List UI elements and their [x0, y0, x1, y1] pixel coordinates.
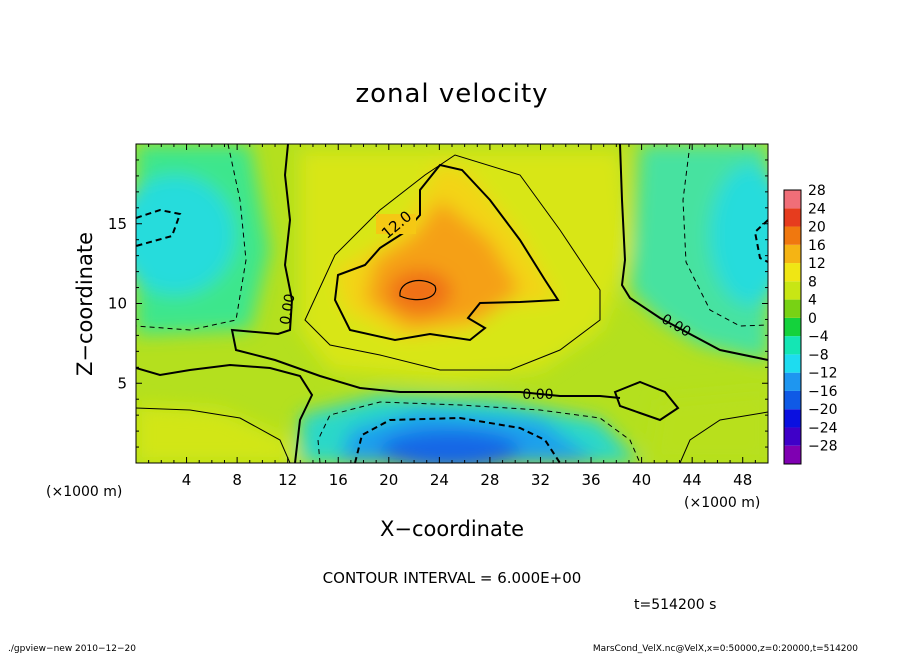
field-region-right-cyan	[710, 165, 768, 305]
y-unit-label: (×1000 m)	[46, 484, 122, 500]
colorbar-swatch	[784, 190, 801, 209]
colorbar-label: 28	[808, 183, 826, 199]
contour-neg12-bottom	[354, 416, 561, 463]
colorbar: −28 −24 −20 −16 −12 −8 −4 0 4 8 12 16 20 24 28	[783, 183, 838, 465]
x-axis-label: X−coordinate	[380, 517, 524, 541]
x-unit-label: (×1000 m)	[684, 495, 760, 511]
colorbar-swatch	[784, 244, 801, 264]
colorbar-swatch	[784, 390, 801, 410]
contour-label-zero-1: 0.00	[277, 293, 298, 326]
x-tick-label: 48	[733, 471, 752, 489]
contour-zero-bottom-left	[136, 363, 314, 463]
colorbar-label: −24	[808, 420, 838, 436]
x-tick-label: 8	[232, 471, 242, 489]
contour-zero-right	[619, 144, 768, 361]
x-tick-label: 16	[329, 471, 348, 489]
colorbar-label: 8	[808, 274, 817, 290]
x-tick-label: 40	[632, 471, 651, 489]
x-tick-label: 4	[182, 471, 192, 489]
plot-area: 12.0 0.00 0.00 0.00	[136, 144, 768, 463]
colorbar-swatch	[784, 372, 801, 391]
y-tick-label: 5	[117, 374, 127, 392]
y-axis: 5 10 15	[108, 159, 768, 448]
contour-zero-blob	[613, 380, 680, 422]
colorbar-label: 12	[808, 256, 826, 272]
field-region-bottom-right	[650, 390, 768, 463]
contour-interval: CONTOUR INTERVAL = 6.000E+00	[323, 569, 582, 587]
contour-label-group: 12.0 0.00 0.00 0.00	[277, 207, 693, 403]
contour-6	[304, 154, 601, 371]
field-region-left-cyan	[136, 175, 235, 295]
colorbar-swatch	[784, 354, 801, 373]
field-region-pos-peak	[388, 270, 452, 314]
y-tick-label: 15	[108, 215, 127, 233]
colorbar-label: −12	[808, 366, 838, 382]
colorbar-label: 4	[808, 293, 817, 309]
colorbar-swatch	[784, 445, 801, 464]
contour-label-zero-2: 0.00	[522, 387, 553, 403]
contour-neg12-right	[753, 219, 768, 263]
time-label: t=514200 s	[634, 597, 716, 613]
colorbar-label: −4	[808, 329, 829, 345]
contour-neg12-left	[136, 208, 182, 247]
contour-label-bg-12	[376, 214, 416, 234]
colorbar-label: −20	[808, 402, 838, 418]
chart-title: zonal velocity	[355, 79, 548, 109]
contour-pos6-bottom-right	[679, 411, 768, 463]
x-tick-label: 44	[683, 471, 702, 489]
colorbar-label: −28	[808, 439, 838, 455]
colorbar-swatch	[784, 226, 801, 245]
x-tick-label: 24	[430, 471, 449, 489]
colorbar-label: 0	[808, 311, 817, 327]
colorbar-swatch	[784, 427, 801, 446]
y-axis-label: Z−coordinate	[73, 232, 97, 376]
contour-neg6-left	[136, 144, 247, 331]
colorbar-label: 20	[808, 220, 826, 236]
contour-18	[399, 279, 437, 301]
colorbar-swatch	[784, 409, 801, 428]
contour-neg6-right	[682, 144, 768, 327]
x-tick-label: 20	[379, 471, 398, 489]
colorbar-label: −16	[808, 384, 838, 400]
x-axis: 4 8 12 16 20 24 28 32 36 40 44 48	[148, 144, 756, 489]
field-region-bottom-deep	[380, 430, 520, 463]
x-tick-label: 12	[278, 471, 297, 489]
contour-pos6-bottom-left	[136, 407, 291, 463]
colorbar-swatch	[784, 336, 801, 355]
field-region-bottom-left	[136, 405, 300, 463]
colorbar-swatch	[784, 299, 801, 318]
footer-right: MarsCond_VelX.nc@VelX,x=0:50000,z=0:2000…	[593, 644, 858, 654]
footer-left: ./gpview−new 2010−12−20	[8, 644, 136, 654]
colorbar-label: 16	[808, 238, 826, 254]
colorbar-swatch	[784, 263, 801, 282]
velocity-field	[136, 144, 768, 463]
colorbar-frame	[783, 189, 802, 465]
x-tick-label: 36	[581, 471, 600, 489]
x-tick-label: 28	[480, 471, 499, 489]
colorbar-label: −8	[808, 347, 829, 363]
contour-neg6-bottom	[317, 401, 641, 463]
colorbar-swatch	[784, 281, 801, 300]
colorbar-swatch	[784, 317, 801, 337]
colorbar-swatch	[784, 208, 801, 227]
y-tick-label: 10	[108, 295, 127, 313]
colorbar-label: 24	[808, 201, 826, 217]
contour-zero-left	[230, 144, 621, 399]
x-tick-label: 32	[531, 471, 550, 489]
